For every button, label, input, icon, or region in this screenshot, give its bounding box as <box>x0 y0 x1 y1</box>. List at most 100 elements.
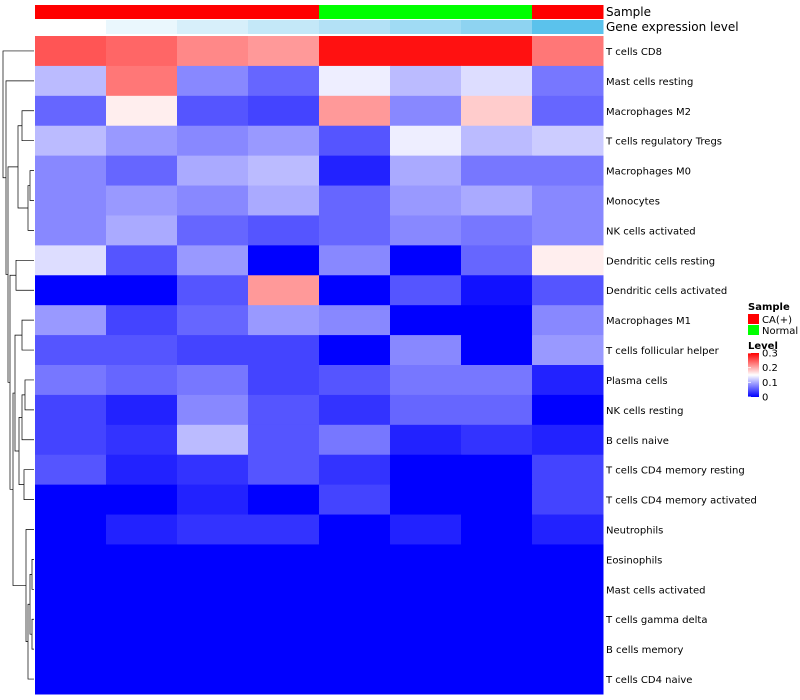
heatmap-cell <box>319 544 391 575</box>
heatmap-cell <box>177 95 249 127</box>
heatmap-cell <box>532 484 604 516</box>
heatmap-cell <box>319 335 391 366</box>
heatmap-cell <box>248 305 320 336</box>
legend-title-sample: Sample <box>748 302 790 313</box>
heatmap-cell <box>106 604 178 635</box>
heatmap-cell <box>35 65 107 97</box>
annotation-cell-expression <box>532 20 604 34</box>
heatmap-cell <box>177 484 249 516</box>
heatmap-cell <box>106 305 178 336</box>
heatmap-cell <box>106 245 178 276</box>
dendrogram-branch <box>21 110 34 142</box>
heatmap-cell <box>390 125 462 157</box>
heatmap-cell <box>461 514 533 545</box>
heatmap-cell <box>177 305 249 336</box>
row-label: Mast cells resting <box>606 77 693 88</box>
heatmap-cell <box>177 454 249 486</box>
heatmap-cell <box>248 95 320 127</box>
heatmap-cell <box>532 305 604 336</box>
heatmap-cell <box>461 245 533 276</box>
annotation-cell-expression <box>106 20 178 34</box>
heatmap-cell <box>532 125 604 157</box>
dendrogram-branch <box>27 603 34 680</box>
dendrogram-branch <box>21 319 34 351</box>
heatmap-cell <box>319 215 391 246</box>
heatmap-cell <box>35 365 107 396</box>
legend: Sample CA(+) Normal Level 0.3 0.2 0.1 0 <box>748 302 798 404</box>
dendrogram-branch <box>18 416 24 485</box>
row-label: T cells CD4 memory resting <box>605 466 745 477</box>
heatmap-cell <box>461 335 533 366</box>
heatmap-cell <box>390 574 462 605</box>
heatmap-cell <box>319 125 391 157</box>
heatmap-cell <box>35 215 107 246</box>
heatmap-cell <box>248 454 320 486</box>
heatmap-cell <box>461 155 533 187</box>
heatmap-cell <box>106 185 178 216</box>
heatmap-cell <box>319 365 391 396</box>
row-label: Dendritic cells resting <box>606 256 715 267</box>
heatmap-cell <box>106 215 178 246</box>
dendrogram-branch <box>27 185 34 231</box>
annotation-cell-sample <box>532 5 604 19</box>
heatmap-cell <box>319 424 391 456</box>
level-colorbar <box>748 353 759 397</box>
heatmap-cell <box>461 634 533 665</box>
annotation-cell-sample <box>177 5 249 19</box>
heatmap-cell <box>106 65 178 97</box>
heatmap-cell <box>248 604 320 635</box>
heatmap-cell <box>319 245 391 276</box>
heatmap-cell <box>248 125 320 157</box>
row-label: T cells CD8 <box>605 47 662 58</box>
heatmap-cell <box>319 484 391 516</box>
heatmap-cell <box>319 664 391 695</box>
row-label: T cells CD4 naive <box>605 675 692 686</box>
heatmap-cell <box>248 664 320 695</box>
heatmap-cell <box>532 634 604 665</box>
heatmap-cell <box>461 394 533 426</box>
heatmap-cell <box>390 245 462 276</box>
dendrogram-branch <box>17 125 28 209</box>
heatmap-cell <box>106 36 178 67</box>
heatmap-cell <box>461 664 533 695</box>
level-tick-label: 0.2 <box>762 363 778 374</box>
heatmap-cell <box>532 454 604 486</box>
heatmap-cell <box>248 215 320 246</box>
heatmap-cell <box>532 365 604 396</box>
heatmap-cell <box>35 36 107 67</box>
heatmap-cell <box>177 335 249 366</box>
level-tick-label: 0.1 <box>762 378 778 389</box>
row-label: Dendritic cells activated <box>606 286 727 297</box>
heatmap-cell <box>106 514 178 545</box>
heatmap-cell <box>177 185 249 216</box>
heatmap-cell <box>35 335 107 366</box>
heatmap-cell <box>461 424 533 456</box>
heatmap-cell <box>390 365 462 396</box>
annotation-label-sample: Sample <box>606 5 651 19</box>
heatmap-cell <box>248 484 320 516</box>
heatmap-cell <box>390 514 462 545</box>
legend-label-normal: Normal <box>762 326 798 337</box>
heatmap-cell <box>177 634 249 665</box>
row-label: Monocytes <box>606 197 660 208</box>
heatmap-cell <box>248 365 320 396</box>
row-label: Neutrophils <box>606 526 663 537</box>
heatmap-cell <box>35 574 107 605</box>
heatmap-cell <box>106 484 178 516</box>
dendrogram-branch <box>23 469 34 500</box>
heatmap-cell <box>177 394 249 426</box>
heatmap-cell <box>532 664 604 695</box>
heatmap-cell <box>35 424 107 456</box>
heatmap-cell <box>35 185 107 216</box>
heatmap-cell <box>390 275 462 306</box>
legend-swatch-ca <box>748 314 759 324</box>
annotation-cell-sample <box>319 5 391 19</box>
heatmap-cell <box>390 65 462 97</box>
heatmap-cell <box>390 544 462 575</box>
heatmap-cell <box>532 185 604 216</box>
annotation-cell-expression <box>390 20 462 34</box>
heatmap-cell <box>248 36 320 67</box>
heatmap-cell <box>390 454 462 486</box>
annotation-cell-sample <box>461 5 533 19</box>
dendrogram-branch <box>7 166 18 383</box>
